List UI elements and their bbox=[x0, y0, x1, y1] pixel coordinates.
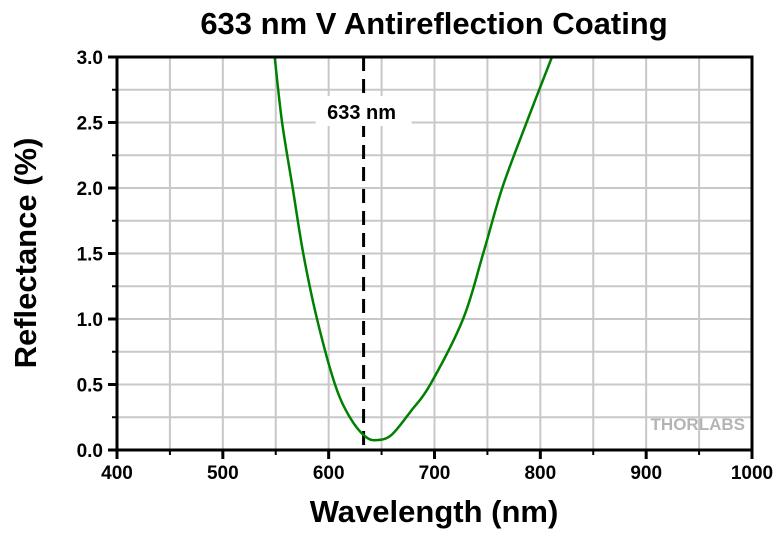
x-axis-label: Wavelength (nm) bbox=[310, 494, 559, 529]
y-tick-label: 0.0 bbox=[77, 441, 103, 462]
y-tick-label: 2.0 bbox=[77, 179, 103, 200]
x-tick-label: 600 bbox=[313, 463, 345, 484]
y-tick-label: 1.5 bbox=[77, 245, 104, 266]
x-tick-label: 700 bbox=[419, 463, 451, 484]
x-tick-label: 400 bbox=[101, 463, 133, 484]
series-line-reflectance bbox=[273, 56, 554, 442]
x-tick-label: 1000 bbox=[731, 463, 773, 484]
thorlabs-logo: THORLABS bbox=[651, 415, 745, 434]
grid bbox=[117, 57, 752, 450]
annotation-label: 633 nm bbox=[327, 102, 396, 124]
y-axis-label: Reflectance (%) bbox=[8, 138, 43, 369]
x-tick-label: 500 bbox=[207, 463, 239, 484]
y-tick-label: 1.0 bbox=[77, 310, 103, 331]
y-tick-label: 3.0 bbox=[77, 48, 103, 69]
y-tick-label: 0.5 bbox=[77, 376, 104, 397]
chart-title: 633 nm V Antireflection Coating bbox=[200, 6, 667, 41]
x-tick-label: 900 bbox=[630, 463, 662, 484]
x-tick-label: 800 bbox=[524, 463, 556, 484]
annotation-label-background bbox=[315, 96, 412, 126]
y-tick-label: 2.5 bbox=[77, 114, 104, 135]
